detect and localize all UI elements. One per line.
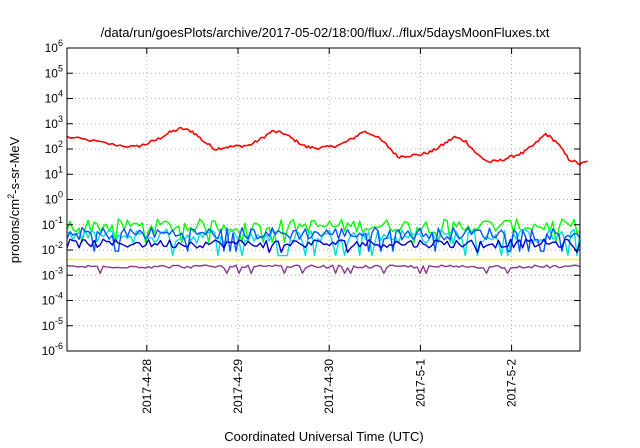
- y-tick-label: 105: [45, 63, 63, 80]
- series-line: [66, 226, 581, 252]
- y-tick-label: 104: [45, 89, 63, 106]
- x-tick-label: 2017-4-28: [140, 359, 154, 414]
- series-line: [66, 264, 581, 274]
- y-tick-label: 10-1: [42, 215, 63, 232]
- y-tick-label: 100: [45, 190, 63, 207]
- y-axis-ticks: 10-6 10-5 10-4 10-3 10-2 10-1 100 101 102 103 104 1…: [42, 38, 580, 358]
- series-line: [66, 218, 581, 244]
- series-line: [66, 238, 581, 254]
- series-line: [66, 228, 581, 257]
- chart-title: /data/run/goesPlots/archive/2017-05-02/1…: [101, 25, 550, 40]
- y-tick-label: 101: [45, 164, 63, 181]
- x-tick-label: 2017-5-2: [505, 359, 519, 407]
- y-axis-label: protons/cm2-s-sr-MeV: [6, 136, 22, 263]
- y-tick-label: 10-6: [42, 341, 63, 358]
- y-tick-label: 102: [45, 139, 63, 156]
- y-tick-label: 10-2: [42, 240, 63, 257]
- data-series: [66, 126, 588, 274]
- y-tick-label: 10-5: [42, 316, 63, 333]
- grid-lines: [67, 48, 580, 351]
- x-tick-label: 2017-4-29: [231, 359, 245, 414]
- x-tick-label: 2017-4-30: [322, 359, 336, 414]
- y-tick-label: 103: [45, 114, 63, 131]
- x-axis-label: Coordinated Universal Time (UTC): [224, 429, 423, 444]
- series-line: [66, 126, 588, 166]
- series-line: [66, 258, 581, 261]
- y-tick-label: 106: [45, 38, 63, 55]
- y-tick-label: 10-4: [42, 291, 63, 308]
- x-axis-ticks: 2017-4-28 2017-4-29 2017-4-30 2017-5-1 2017-…: [140, 48, 519, 414]
- y-tick-label: 10-3: [42, 265, 63, 282]
- x-tick-label: 2017-5-1: [413, 359, 427, 407]
